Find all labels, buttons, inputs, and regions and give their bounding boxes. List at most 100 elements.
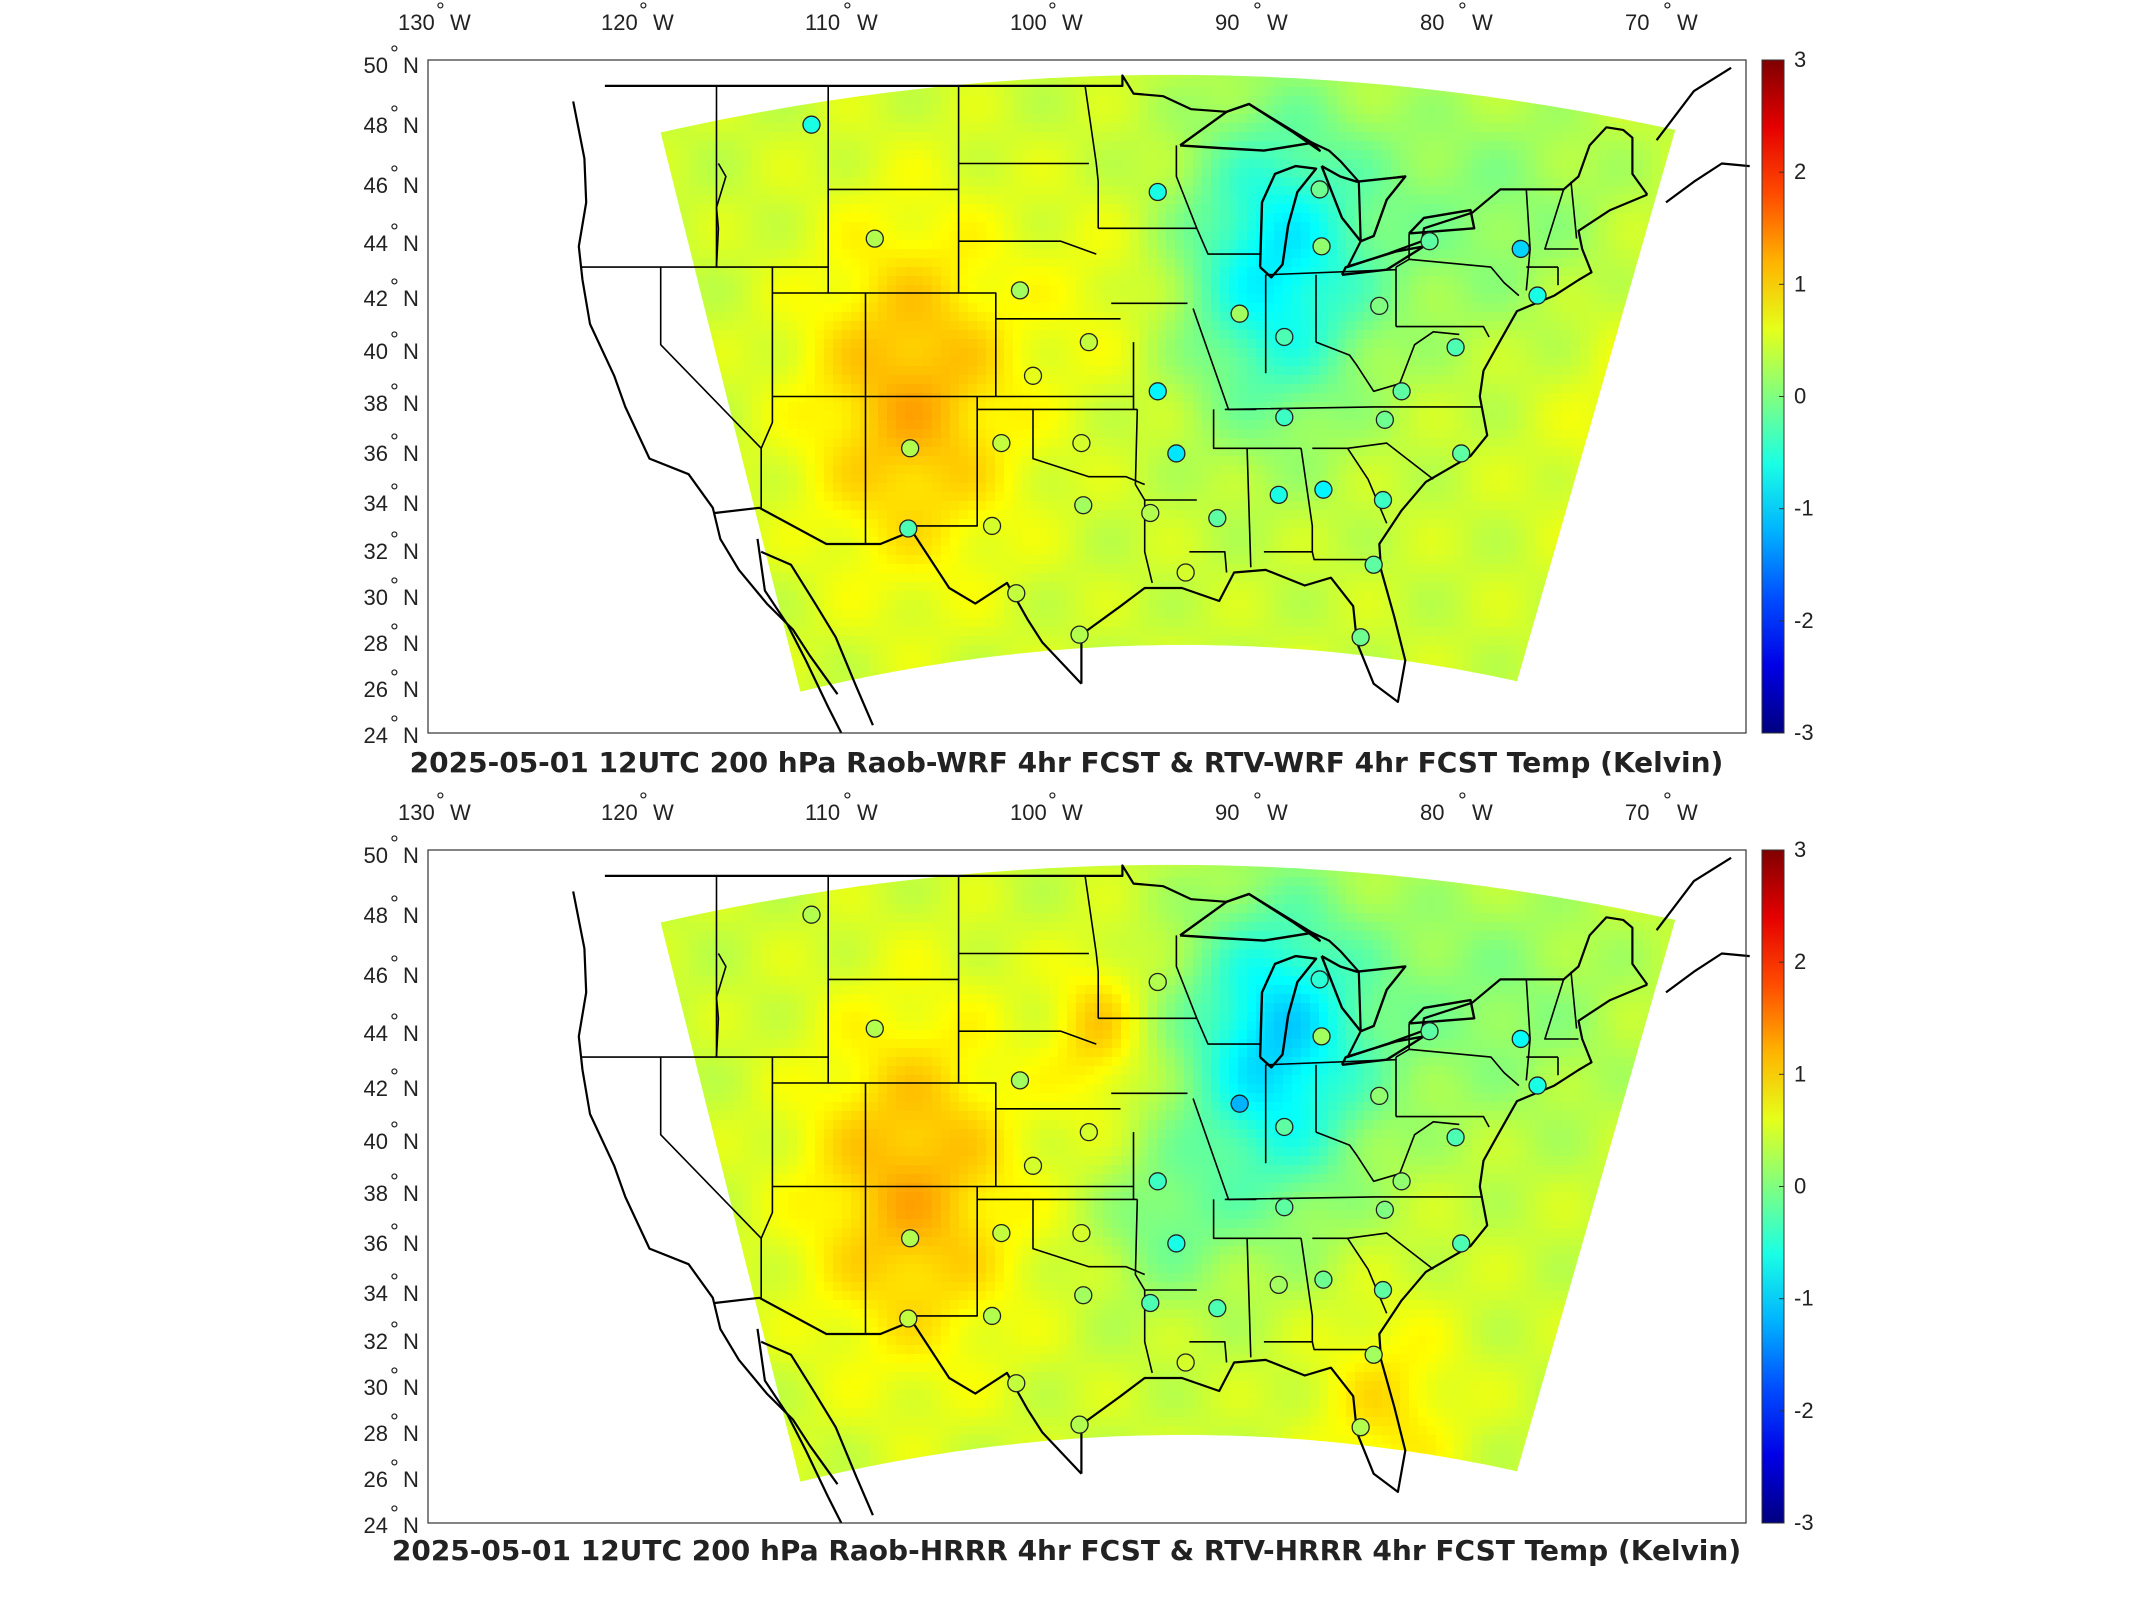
raob-station-marker	[1167, 1234, 1186, 1253]
lon-tick-label: 120 ° W	[601, 790, 674, 825]
lat-tick-label: 28 ° N	[364, 1409, 419, 1446]
raob-station-marker	[1275, 1117, 1294, 1137]
raob-station-marker	[1351, 1418, 1370, 1437]
raob-station-marker	[1312, 237, 1331, 256]
raob-station-marker	[1023, 1156, 1043, 1175]
map-frame	[427, 849, 1747, 1524]
colorbar-tick-label: 3	[1794, 47, 1806, 72]
lon-tick-label: 90 ° W	[1215, 0, 1288, 35]
lat-tick-label: 28 ° N	[364, 619, 419, 656]
raob-station-marker	[1208, 1299, 1227, 1318]
colorbar-tick-label: 1	[1794, 1061, 1806, 1086]
raob-station-marker	[1269, 1275, 1288, 1295]
colorbar-tick-label: 0	[1794, 384, 1806, 409]
raob-station-marker	[1141, 1293, 1160, 1313]
raob-station-marker	[1148, 182, 1167, 202]
raob-station-marker	[1023, 366, 1043, 385]
colorbar-tick-label: -3	[1794, 720, 1814, 745]
raob-station-marker	[1528, 1076, 1547, 1095]
raob-station-marker	[1074, 1286, 1093, 1305]
colorbar: 3 2 1 0 -1 -2 -3	[1761, 837, 1814, 1535]
lat-tick-label: 44 ° N	[364, 219, 419, 256]
raob-station-marker	[865, 1019, 884, 1038]
raob-station-marker	[1314, 1270, 1333, 1289]
raob-station-marker	[1070, 1415, 1089, 1434]
raob-station-marker	[1275, 327, 1294, 347]
raob-station-marker	[1312, 1027, 1331, 1046]
lon-tick-label: 100 ° W	[1010, 790, 1083, 825]
lat-tick-label: 42 ° N	[364, 274, 419, 311]
raob-station-marker	[1370, 1086, 1389, 1106]
lat-tick-label: 50 ° N	[364, 41, 419, 78]
raob-station-marker	[1446, 338, 1465, 357]
raob-station-marker	[1176, 1353, 1195, 1372]
raob-station-marker	[865, 229, 884, 248]
raob-station-marker	[1010, 281, 1030, 300]
lon-tick-label: 110 ° W	[805, 0, 878, 35]
lat-tick-label: 30 ° N	[364, 573, 419, 610]
lon-tick-label: 80 ° W	[1420, 790, 1493, 825]
raob-station-marker	[1310, 180, 1329, 199]
colorbar-tick-label: -2	[1794, 608, 1814, 633]
raob-station-marker	[900, 1229, 920, 1248]
raob-station-marker	[1007, 1374, 1026, 1393]
raob-station-marker	[1373, 1280, 1393, 1300]
raob-station-marker	[1275, 1198, 1294, 1217]
lat-tick-label: 40 ° N	[364, 1117, 419, 1154]
lat-tick-label: 26 ° N	[364, 665, 419, 702]
raob-station-marker	[1310, 970, 1329, 989]
raob-station-marker	[1167, 444, 1186, 463]
raob-station-marker	[1420, 232, 1439, 251]
raob-station-marker	[1364, 555, 1383, 574]
raob-station-marker	[1511, 239, 1530, 259]
lat-tick-label: 32 ° N	[364, 527, 419, 564]
lon-tick-label: 90 ° W	[1215, 790, 1288, 825]
lon-tick-label: 130 ° W	[398, 790, 471, 825]
raob-station-marker	[1148, 1172, 1167, 1191]
raob-station-marker	[1511, 1029, 1530, 1049]
map-frame	[427, 59, 1747, 734]
raob-station-marker	[1392, 382, 1411, 401]
lat-tick-label: 46 ° N	[364, 951, 419, 988]
lat-tick-label: 32 ° N	[364, 1317, 419, 1354]
raob-station-marker	[1375, 1200, 1395, 1219]
lon-tick-label: 70 ° W	[1625, 0, 1698, 35]
map-title-wrf: 2025-05-01 12UTC 200 hPa Raob-WRF 4hr FC…	[0, 746, 2133, 779]
raob-station-marker	[1452, 444, 1471, 463]
raob-station-marker	[1148, 382, 1167, 401]
raob-station-marker	[802, 905, 821, 924]
map-wrf: 130 ° W 120 ° W 110 ° W 100 ° W 90 ° W 80 ° W 70 ° W 50 ° N 48 ° N…	[364, 0, 1814, 748]
lat-tick-label: 50 ° N	[364, 831, 419, 868]
raob-station-marker	[1010, 1071, 1030, 1090]
lat-tick-label: 48 ° N	[364, 891, 419, 928]
raob-station-marker	[899, 1309, 918, 1328]
lat-tick-label: 48 ° N	[364, 101, 419, 138]
raob-station-marker	[992, 1223, 1011, 1243]
map-title-hrrr: 2025-05-01 12UTC 200 hPa Raob-HRRR 4hr F…	[0, 1534, 2133, 1567]
lat-tick-label: 24 ° N	[364, 1501, 419, 1538]
colorbar-tick-label: 0	[1794, 1174, 1806, 1199]
colorbar-tick-label: 2	[1794, 159, 1806, 184]
colorbar-tick-label: -1	[1794, 1286, 1814, 1311]
lon-tick-label: 70 ° W	[1625, 790, 1698, 825]
raob-station-marker	[1452, 1234, 1471, 1253]
lat-tick-label: 46 ° N	[364, 161, 419, 198]
colorbar-tick-label: -2	[1794, 1398, 1814, 1423]
raob-station-marker	[1230, 1094, 1249, 1113]
raob-station-marker	[992, 433, 1011, 453]
colorbar-tick-label: -3	[1794, 1510, 1814, 1535]
lat-tick-label: 38 ° N	[364, 379, 419, 416]
raob-station-marker	[1314, 480, 1333, 499]
raob-station-marker	[1079, 332, 1099, 352]
raob-station-marker	[1370, 296, 1389, 316]
raob-station-marker	[1528, 286, 1547, 305]
lon-tick-label: 130 ° W	[398, 0, 471, 35]
lat-tick-label: 44 ° N	[364, 1009, 419, 1046]
raob-station-marker	[1007, 584, 1026, 603]
raob-station-marker	[1072, 433, 1091, 453]
lat-tick-label: 34 ° N	[364, 1269, 419, 1306]
raob-station-marker	[1148, 972, 1167, 992]
panel-hrrr: 130 ° W 120 ° W 110 ° W 100 ° W 90 ° W 80 ° W 70 ° W 50 ° N 48 ° N…	[0, 790, 2133, 1600]
lon-tick-label: 100 ° W	[1010, 0, 1083, 35]
raob-station-marker	[982, 516, 1002, 536]
